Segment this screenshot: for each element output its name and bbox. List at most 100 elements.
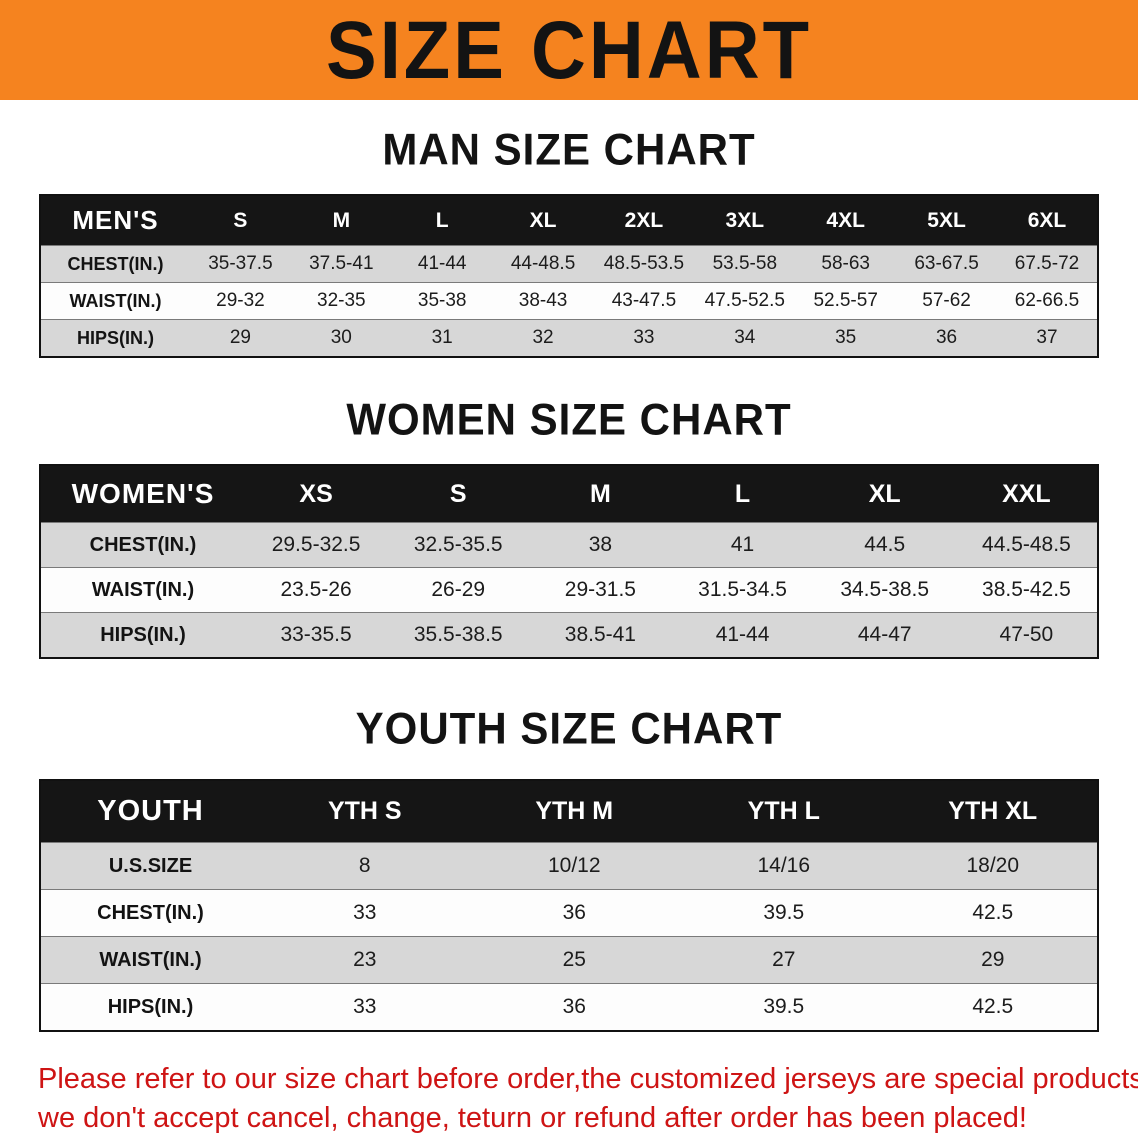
men-size-table: MEN'S S M L XL 2XL 3XL 4XL 5XL 6XL CHEST(IN.) 35-37… [39,194,1099,358]
table-row: WAIST(IN.) 29-32 32-35 35-38 38-43 43-47.5 47.… [40,282,1098,320]
value-cell: 36 [562,901,586,924]
men-section-heading: MAN SIZE CHART [382,124,756,175]
value-cell: 25 [562,948,586,971]
value-cell: 62-66.5 [1014,290,1080,311]
row-label-cell: WAIST(IN.) [69,290,162,311]
value-cell: 31 [431,327,453,348]
value-cell: 14/16 [757,854,811,877]
size-header-cell: L [671,465,814,523]
page-title: SIZE CHART [326,4,812,96]
value-cell: 42.5 [972,901,1014,924]
value-cell: 29 [229,327,251,348]
youth-section-heading: YOUTH SIZE CHART [355,703,783,754]
size-header-cell: XL [492,195,594,246]
row-label-cell: CHEST(IN.) [89,533,197,556]
value-cell: 44.5-48.5 [982,533,1071,556]
value-cell: 41-44 [417,253,467,274]
value-cell: 43-47.5 [611,290,677,311]
value-cell: 41-44 [715,623,770,646]
disclaimer: Please refer to our size chart before or… [38,1060,1138,1138]
value-cell: 35-37.5 [208,253,273,274]
value-cell: 29-32 [216,290,265,311]
value-cell: 37.5-41 [309,253,374,274]
value-cell: 44.5 [864,533,906,556]
size-header-cell: YTH XL [888,780,1098,843]
value-cell: 36 [562,995,586,1018]
value-cell: 33 [353,901,377,924]
value-cell: 32 [532,327,554,348]
size-header-cell: YTH S [260,780,470,843]
table-row: HIPS(IN.) 29 30 31 32 33 34 35 36 37 [40,319,1098,357]
value-cell: 30 [330,327,352,348]
table-row: CHEST(IN.) 35-37.5 37.5-41 41-44 44-48.5 48.5… [40,245,1098,283]
value-cell: 32-35 [317,290,366,311]
value-cell: 63-67.5 [914,253,979,274]
table-header-row: YOUTH YTH S YTH M YTH L YTH XL [40,780,1098,843]
youth-size-table: YOUTH YTH S YTH M YTH L YTH XL U.S.SIZE 8 10/12… [39,779,1099,1032]
value-cell: 38.5-41 [564,623,636,646]
value-cell: 42.5 [972,995,1014,1018]
youth-section: YOUTH SIZE CHART YOUTH YTH S YTH M YTH L YTH… [0,703,1138,1032]
value-cell: 31.5-34.5 [698,578,787,601]
size-header-cell: M [529,465,672,523]
value-cell: 33 [633,327,655,348]
women-section: WOMEN SIZE CHART WOMEN'S XS S M L XL XXL CHEST(… [0,394,1138,659]
table-title-cell: WOMEN'S [40,465,245,523]
size-header-cell: XL [813,465,956,523]
value-cell: 38.5-42.5 [982,578,1071,601]
value-cell: 32.5-35.5 [413,533,503,556]
value-cell: 29-31.5 [564,578,636,601]
disclaimer-line-1: Please refer to our size chart before or… [38,1063,1138,1095]
men-section: MAN SIZE CHART MEN'S S M L XL 2XL 3XL 4XL 5XL 6XL… [0,124,1138,358]
value-cell: 33 [353,995,377,1018]
value-cell: 34 [734,327,756,348]
value-cell: 27 [772,948,796,971]
value-cell: 35-38 [417,290,467,311]
value-cell: 33-35.5 [280,623,352,646]
table-title-cell: YOUTH [40,780,260,843]
value-cell: 8 [358,854,371,877]
row-label-cell: WAIST(IN.) [91,578,195,601]
value-cell: 38-43 [518,290,568,311]
size-header-cell: 3XL [694,195,796,246]
size-header-cell: XS [245,465,388,523]
row-label-cell: CHEST(IN.) [67,253,164,274]
women-size-table: WOMEN'S XS S M L XL XXL CHEST(IN.) 29.5-32.5 32.5… [39,464,1099,659]
row-label-cell: WAIST(IN.) [99,948,202,971]
value-cell: 48.5-53.5 [603,253,685,274]
value-cell: 35.5-38.5 [413,623,503,646]
table-row: HIPS(IN.) 33-35.5 35.5-38.5 38.5-41 41-44 44-… [40,612,1098,658]
row-label-cell: HIPS(IN.) [107,995,194,1018]
table-header-row: MEN'S S M L XL 2XL 3XL 4XL 5XL 6XL [40,195,1098,246]
banner: SIZE CHART [0,0,1138,100]
value-cell: 47.5-52.5 [704,290,785,311]
table-row: CHEST(IN.) 33 36 39.5 42.5 [40,889,1098,937]
value-cell: 23.5-26 [280,578,352,601]
table-row: WAIST(IN.) 23.5-26 26-29 29-31.5 31.5-34.5 34… [40,567,1098,613]
table-row: CHEST(IN.) 29.5-32.5 32.5-35.5 38 41 44.5 44.5… [40,522,1098,568]
size-header-cell: XXL [955,465,1098,523]
value-cell: 44-48.5 [510,253,576,274]
size-header-cell: M [290,195,392,246]
value-cell: 39.5 [763,995,805,1018]
value-cell: 26-29 [431,578,486,601]
value-cell: 52.5-57 [813,290,878,311]
size-header-cell: 6XL [997,195,1098,246]
value-cell: 57-62 [922,290,971,311]
row-label-cell: U.S.SIZE [108,854,193,877]
size-header-cell: YTH M [469,780,679,843]
value-cell: 58-63 [821,253,870,274]
value-cell: 34.5-38.5 [840,578,930,601]
women-section-heading: WOMEN SIZE CHART [346,394,792,445]
disclaimer-line-2: we don't accept cancel, change, teturn o… [38,1102,1027,1135]
value-cell: 36 [935,327,958,348]
table-row: WAIST(IN.) 23 25 27 29 [40,936,1098,984]
value-cell: 47-50 [999,623,1054,646]
row-label-cell: HIPS(IN.) [76,327,154,348]
value-cell: 67.5-72 [1014,253,1080,274]
value-cell: 53.5-58 [712,253,778,274]
value-cell: 18/20 [966,854,1020,877]
value-cell: 41 [730,533,755,556]
value-cell: 23 [353,948,377,971]
